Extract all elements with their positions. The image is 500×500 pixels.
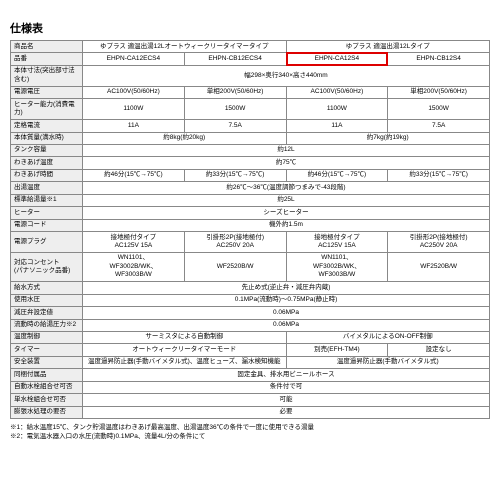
cell: 0.1MPa(流動時)～0.75MPa(静止時) bbox=[83, 294, 490, 306]
footnotes: ※1：給水温度15℃、タンク貯湯温度はわきあげ最高温度、出湯温度36℃の条件で一… bbox=[10, 423, 490, 441]
cell: 7.5A bbox=[388, 120, 490, 132]
cell: WN1101、WF3002B/WK、WF3003B/W bbox=[83, 252, 185, 281]
row-label: タイマー bbox=[11, 344, 83, 356]
cell: 単相200V(50/60Hz) bbox=[388, 86, 490, 98]
highlighted-model-cell: EHPN-CA12S4 bbox=[286, 53, 388, 65]
cell: 温度過昇防止器(手動バイメタル式) bbox=[286, 356, 490, 368]
row-label: 標準給湯量※1 bbox=[11, 194, 83, 206]
cell: 温度過昇防止器(手動バイメタル式)、温度ヒューズ、漏水検知機能 bbox=[83, 356, 287, 368]
cell: 0.06MPa bbox=[83, 319, 490, 331]
cell: 約12L bbox=[83, 144, 490, 156]
cell: 条件付で可 bbox=[83, 381, 490, 393]
cell: WN1101、WF3002B/WK、WF3003B/W bbox=[286, 252, 388, 281]
footnote-2: ※2：電気温水器入口の水圧(流動時)0.1MPa、流量4L/分の条件にて bbox=[10, 432, 490, 441]
row-label: 同梱付属品 bbox=[11, 369, 83, 381]
row-label: ヒーター bbox=[11, 207, 83, 219]
cell: 接地極付タイプAC125V 15A bbox=[286, 232, 388, 253]
row-label: わきあげ温度 bbox=[11, 157, 83, 169]
row-label: タンク容量 bbox=[11, 144, 83, 156]
cell: 先止め式(逆止弁・減圧弁内蔵) bbox=[83, 282, 490, 294]
row-label: わきあげ時間 bbox=[11, 169, 83, 181]
cell: 約46分(15℃→75℃) bbox=[83, 169, 185, 181]
cell: 約26℃～36℃(温度調節つまみで-43段階) bbox=[83, 182, 490, 194]
cell: 約33分(15℃→75℃) bbox=[388, 169, 490, 181]
cell: 引掛形2P(接地極付)AC250V 20A bbox=[388, 232, 490, 253]
row-label: 本体寸法(突出部寸法含む) bbox=[11, 65, 83, 86]
cell: 0.06MPa bbox=[83, 307, 490, 319]
cell: オートウィークリータイマーモード bbox=[83, 344, 287, 356]
cell: EHPN-CB12S4 bbox=[388, 53, 490, 65]
cell: 1500W bbox=[184, 99, 286, 120]
cell: 約8kg(約20kg) bbox=[83, 132, 287, 144]
cell: 1100W bbox=[286, 99, 388, 120]
cell: 必要 bbox=[83, 406, 490, 418]
row-label: 安全装置 bbox=[11, 356, 83, 368]
footnote-1: ※1：給水温度15℃、タンク貯湯温度はわきあげ最高温度、出湯温度36℃の条件で一… bbox=[10, 423, 490, 432]
cell: 11A bbox=[83, 120, 185, 132]
row-label: 給水方式 bbox=[11, 282, 83, 294]
cell: 設定なし bbox=[388, 344, 490, 356]
row-label: 品番 bbox=[11, 53, 83, 65]
cell: 約75℃ bbox=[83, 157, 490, 169]
row-label: 減圧弁設定値 bbox=[11, 307, 83, 319]
cell: ゆプラス 適温出湯12Lタイプ bbox=[286, 41, 490, 53]
cell: シーズヒーター bbox=[83, 207, 490, 219]
cell: 7.5A bbox=[184, 120, 286, 132]
cell: サーミスタによる自動制御 bbox=[83, 331, 287, 343]
row-label: 単水栓組合せ可否 bbox=[11, 394, 83, 406]
cell: 固定金具、排水用ビニールホース bbox=[83, 369, 490, 381]
row-label: 自動水栓組合せ可否 bbox=[11, 381, 83, 393]
row-label: 電源コード bbox=[11, 219, 83, 231]
row-label: 電源電圧 bbox=[11, 86, 83, 98]
cell: バイメタルによるON-OFF制御 bbox=[286, 331, 490, 343]
row-label: 膨張水処理の要否 bbox=[11, 406, 83, 418]
cell: AC100V(50/60Hz) bbox=[286, 86, 388, 98]
cell: AC100V(50/60Hz) bbox=[83, 86, 185, 98]
row-label: 対応コンセント(パナソニック品番) bbox=[11, 252, 83, 281]
row-label: 出湯温度 bbox=[11, 182, 83, 194]
cell: 11A bbox=[286, 120, 388, 132]
row-label: 流動時の給湯圧力※2 bbox=[11, 319, 83, 331]
cell: 約46分(15℃→75℃) bbox=[286, 169, 388, 181]
cell: 約7kg(約19kg) bbox=[286, 132, 490, 144]
row-label: 商品名 bbox=[11, 41, 83, 53]
cell: 接地極付タイプAC125V 15A bbox=[83, 232, 185, 253]
cell: 約25L bbox=[83, 194, 490, 206]
cell: WF2520B/W bbox=[184, 252, 286, 281]
row-label: 定格電流 bbox=[11, 120, 83, 132]
row-label: ヒーター能力(消費電力) bbox=[11, 99, 83, 120]
cell: 約33分(15℃→75℃) bbox=[184, 169, 286, 181]
spec-table: 商品名 ゆプラス 適温出湯12Lオートウィークリータイマータイプ ゆプラス 適温… bbox=[10, 40, 490, 419]
row-label: 温度制御 bbox=[11, 331, 83, 343]
row-label: 電源プラグ bbox=[11, 232, 83, 253]
cell: EHPN-CA12ECS4 bbox=[83, 53, 185, 65]
cell: 引掛形2P(接地極付)AC250V 20A bbox=[184, 232, 286, 253]
cell: EHPN-CB12ECS4 bbox=[184, 53, 286, 65]
cell: 幅298×奥行340×高さ440mm bbox=[83, 65, 490, 86]
cell: 機外約1.5m bbox=[83, 219, 490, 231]
row-label: 本体質量(満水時) bbox=[11, 132, 83, 144]
cell: 別売(EFH-TM4) bbox=[286, 344, 388, 356]
cell: 可能 bbox=[83, 394, 490, 406]
cell: 1100W bbox=[83, 99, 185, 120]
cell: 1500W bbox=[388, 99, 490, 120]
cell: WF2520B/W bbox=[388, 252, 490, 281]
row-label: 使用水圧 bbox=[11, 294, 83, 306]
cell: ゆプラス 適温出湯12Lオートウィークリータイマータイプ bbox=[83, 41, 287, 53]
spec-title: 仕様表 bbox=[10, 20, 490, 36]
cell: 単相200V(50/60Hz) bbox=[184, 86, 286, 98]
